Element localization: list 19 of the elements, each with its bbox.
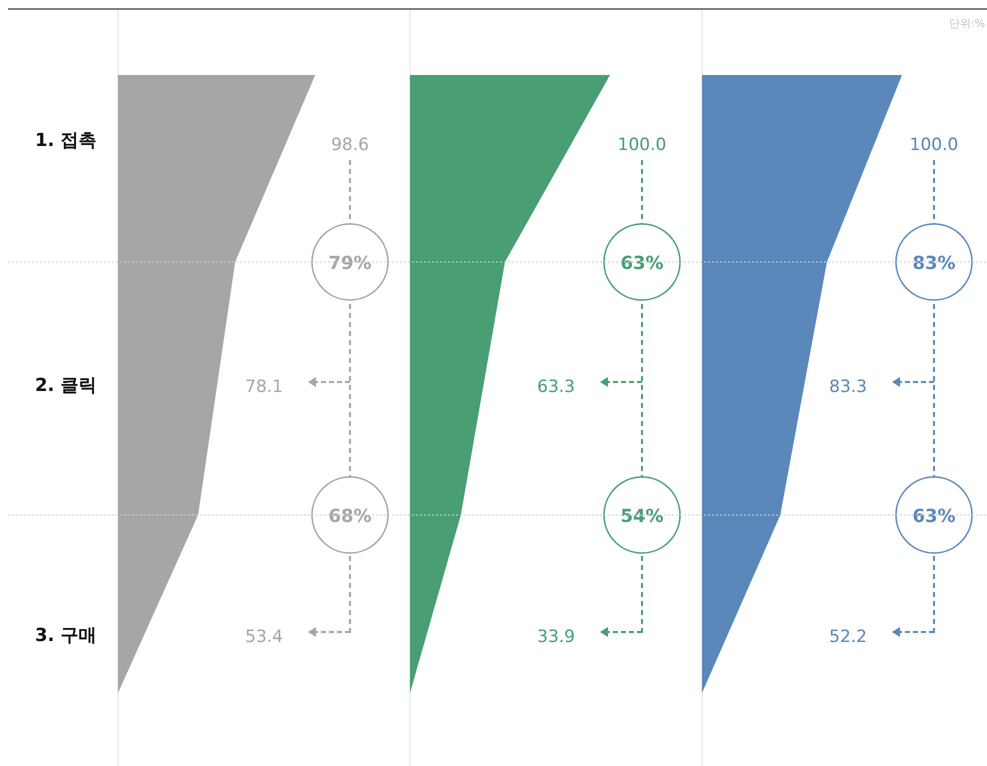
data-label: 33.9 <box>537 627 575 647</box>
text: 63% <box>912 506 956 527</box>
data-label: 63.3 <box>537 377 575 397</box>
data-label: 83.3 <box>829 377 867 397</box>
data-label: 98.6 <box>331 135 369 155</box>
data-label: 53.4 <box>245 627 283 647</box>
data-label: 100.0 <box>618 135 666 155</box>
category-label: 2. 클릭 <box>35 375 97 396</box>
text: 83% <box>912 253 956 274</box>
category-label: 3. 구매 <box>35 625 97 646</box>
category-label: 1. 접촉 <box>35 130 97 151</box>
data-label: 100.0 <box>910 135 958 155</box>
text: 단위:% <box>948 17 985 30</box>
data-label: 78.1 <box>245 377 283 397</box>
text: 68% <box>328 506 372 527</box>
data-label: 52.2 <box>829 627 867 647</box>
text: 79% <box>328 253 372 274</box>
text: 63% <box>620 253 664 274</box>
text: 54% <box>620 506 664 527</box>
